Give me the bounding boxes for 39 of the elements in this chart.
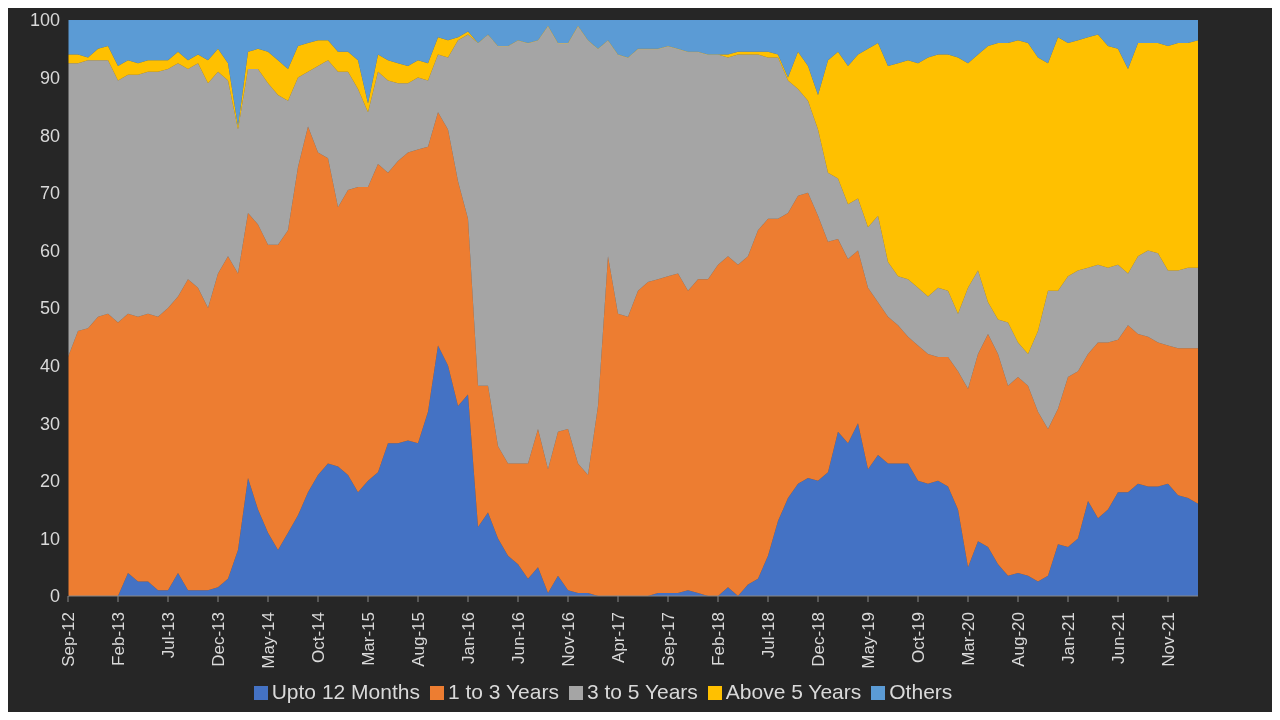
x-tick-label: Feb-18 [708, 612, 728, 666]
x-tick-label: May-14 [258, 612, 278, 669]
legend-label: 1 to 3 Years [447, 680, 559, 703]
legend-label: Others [889, 680, 953, 703]
x-tick-label: Dec-18 [808, 612, 828, 667]
y-tick-label: 90 [39, 67, 60, 88]
x-tick-label: Jul-18 [758, 612, 778, 659]
legend-label: Above 5 Years [725, 680, 862, 703]
y-tick-label: 50 [39, 298, 60, 319]
x-tick-label: Oct-19 [908, 612, 928, 664]
y-tick-label: 30 [39, 413, 60, 434]
y-tick-label: 70 [39, 183, 60, 204]
x-tick-label: Nov-21 [1158, 612, 1178, 667]
x-tick-label: Mar-15 [358, 612, 378, 666]
y-tick-label: 60 [39, 240, 60, 261]
x-tick-label: Oct-14 [308, 612, 328, 664]
x-tick-label: Jan-16 [458, 612, 478, 664]
x-tick-label: Aug-15 [408, 612, 428, 667]
x-tick-label: Nov-16 [558, 612, 578, 667]
x-tick-label: Jun-16 [508, 612, 528, 664]
y-tick-label: 20 [39, 471, 60, 492]
y-tick-label: 80 [39, 125, 60, 146]
x-tick-label: May-19 [858, 612, 878, 669]
x-tick-label: Mar-20 [958, 612, 978, 666]
x-tick-label: Aug-20 [1008, 612, 1028, 667]
legend-label: Upto 12 Months [271, 680, 420, 703]
x-tick-label: Jan-21 [1058, 612, 1078, 664]
y-tick-label: 0 [49, 586, 60, 607]
x-tick-label: Feb-13 [108, 612, 128, 666]
x-tick-label: Jul-13 [158, 612, 178, 659]
x-tick-label: Sep-12 [58, 612, 78, 667]
y-tick-label: 100 [29, 10, 60, 31]
x-tick-label: Dec-13 [208, 612, 228, 667]
x-tick-label: Apr-17 [608, 612, 628, 664]
legend-label: 3 to 5 Years [586, 680, 698, 703]
x-tick-label: Jun-21 [1108, 612, 1128, 664]
y-tick-label: 40 [39, 355, 60, 376]
x-tick-label: Sep-17 [658, 612, 678, 667]
y-tick-label: 10 [39, 528, 60, 549]
